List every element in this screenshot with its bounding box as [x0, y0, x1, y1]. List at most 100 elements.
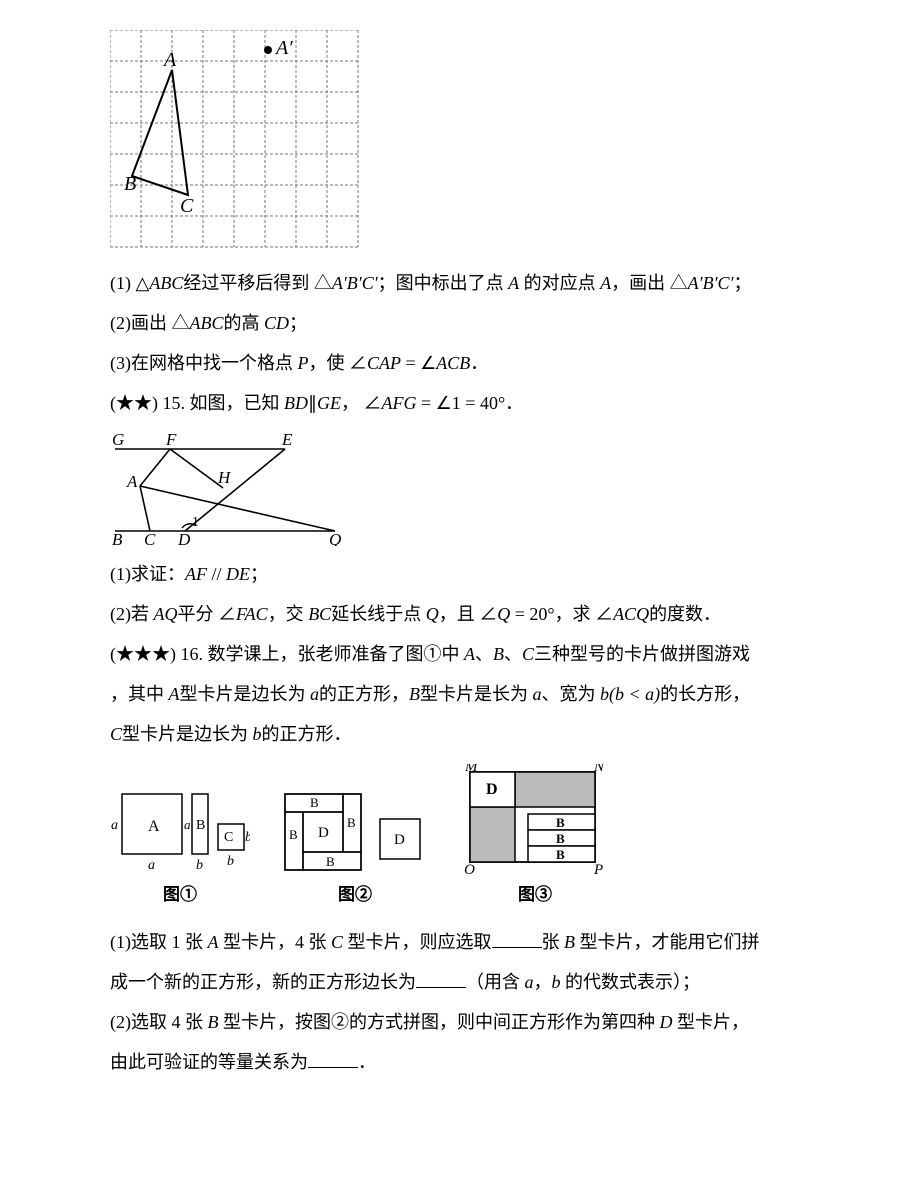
fig3-label: 图③: [518, 878, 552, 912]
p15-line2: (2)若 AQ平分 ∠FAC，交 BC延长线于点 Q，且 ∠Q = 20°，求 …: [110, 596, 810, 632]
text: ，使: [309, 353, 350, 373]
figure-p15: G F E A H B C D Q 1: [110, 431, 810, 546]
p1-line2: (2)画出 △ABC的高 CD；: [110, 305, 810, 341]
svg-text:b: b: [196, 858, 203, 873]
svg-text:B: B: [289, 827, 298, 842]
text: 的度数．: [649, 604, 721, 624]
text: 型卡片，: [673, 1012, 750, 1032]
text: (2)画出: [110, 313, 172, 333]
svg-text:D: D: [318, 825, 329, 841]
svg-text:H: H: [217, 468, 232, 487]
p16-figures: A B C a a a b b b 图① B B B B: [110, 764, 810, 912]
text: DE: [226, 564, 250, 584]
text: (2)选取 4 张: [110, 1012, 208, 1032]
text: 、: [475, 644, 493, 664]
text: ；: [733, 273, 751, 293]
text: P: [298, 353, 309, 373]
text: 延长线于点: [331, 604, 426, 624]
text: △: [314, 273, 332, 293]
svg-text:B: B: [112, 530, 123, 546]
text: （用含: [466, 972, 525, 992]
p16-head3: C型卡片是边长为 b的正方形．: [110, 716, 810, 752]
svg-text:P: P: [593, 862, 603, 874]
text: △: [670, 273, 688, 293]
figure-grid-triangle: A B C A′: [110, 30, 810, 255]
blank: [308, 1050, 358, 1068]
text: B: [409, 684, 420, 704]
svg-text:B: B: [196, 818, 205, 833]
text: a: [533, 684, 542, 704]
text: 型卡片，4 张: [219, 932, 332, 952]
text: CD: [264, 313, 289, 333]
svg-text:b: b: [227, 854, 234, 869]
text: b: [552, 972, 561, 992]
text: 的代数式表示）；: [561, 972, 701, 992]
svg-text:A′: A′: [274, 37, 293, 59]
svg-text:B: B: [556, 847, 565, 862]
text: (★★★) 16. 数学课上，张老师准备了图①中: [110, 644, 464, 664]
text: 型卡片是边长为: [122, 724, 253, 744]
text: ∠: [349, 353, 367, 373]
text: C: [331, 932, 343, 952]
svg-text:F: F: [165, 431, 177, 449]
text: 张: [542, 932, 565, 952]
svg-text:a: a: [111, 818, 118, 833]
text: A: [208, 932, 219, 952]
text: A: [169, 684, 180, 704]
text: AFG: [382, 393, 417, 413]
text: (2)若: [110, 604, 154, 624]
text: (1)求证：: [110, 564, 185, 584]
text: CAP: [367, 353, 401, 373]
text: B: [493, 644, 504, 664]
svg-text:C: C: [224, 830, 233, 845]
text: (★★) 15. 如图，已知: [110, 393, 284, 413]
text: 型卡片，按图②的方式拼图，则中间正方形作为第四种: [219, 1012, 660, 1032]
text: ∠: [479, 604, 497, 624]
svg-text:b: b: [245, 830, 250, 845]
text: A: [600, 273, 611, 293]
text: = 20°: [510, 604, 554, 624]
text: 的正方形．: [262, 724, 352, 744]
blank: [492, 930, 542, 948]
text: ；: [250, 564, 268, 584]
text: ，画出: [611, 273, 670, 293]
svg-text:D: D: [394, 832, 405, 848]
text: 型卡片是边长为: [180, 684, 311, 704]
svg-text:A: A: [162, 49, 177, 71]
p16-l3: (2)选取 4 张 B 型卡片，按图②的方式拼图，则中间正方形作为第四种 D 型…: [110, 1004, 810, 1040]
p16-l1: (1)选取 1 张 A 型卡片，4 张 C 型卡片，则应选取张 B 型卡片，才能…: [110, 924, 810, 960]
text: AQ: [154, 604, 178, 624]
svg-text:B: B: [124, 173, 136, 195]
text: BD: [284, 393, 308, 413]
text: △: [136, 273, 150, 293]
text: 的正方形，: [319, 684, 409, 704]
text: ∠: [436, 393, 452, 413]
text: 型卡片，才能用它们拼: [575, 932, 760, 952]
text: Q: [426, 604, 439, 624]
svg-text:C: C: [180, 195, 194, 217]
svg-text:D: D: [177, 530, 191, 546]
text: 平分: [178, 604, 219, 624]
text: ，其中: [110, 684, 169, 704]
svg-text:1: 1: [192, 515, 199, 530]
text: ；: [289, 313, 307, 333]
text: C: [110, 724, 122, 744]
text: △: [172, 313, 190, 333]
svg-text:Q: Q: [464, 862, 475, 874]
text: 型卡片，则应选取: [343, 932, 492, 952]
text: =: [401, 353, 420, 373]
text: 型卡片是长为: [420, 684, 533, 704]
svg-text:a: a: [148, 858, 155, 873]
text: 成一个新的正方形，新的正方形边长为: [110, 972, 416, 992]
text: ∠: [364, 393, 382, 413]
svg-text:A: A: [148, 818, 160, 835]
text: ，: [341, 393, 364, 413]
text: (1): [110, 273, 136, 293]
text: ∠: [595, 604, 613, 624]
text: AF: [185, 564, 207, 584]
svg-text:G: G: [112, 431, 124, 449]
text: =: [417, 393, 436, 413]
svg-text:N: N: [593, 764, 605, 775]
text: D: [660, 1012, 673, 1032]
svg-text:B: B: [347, 815, 356, 830]
